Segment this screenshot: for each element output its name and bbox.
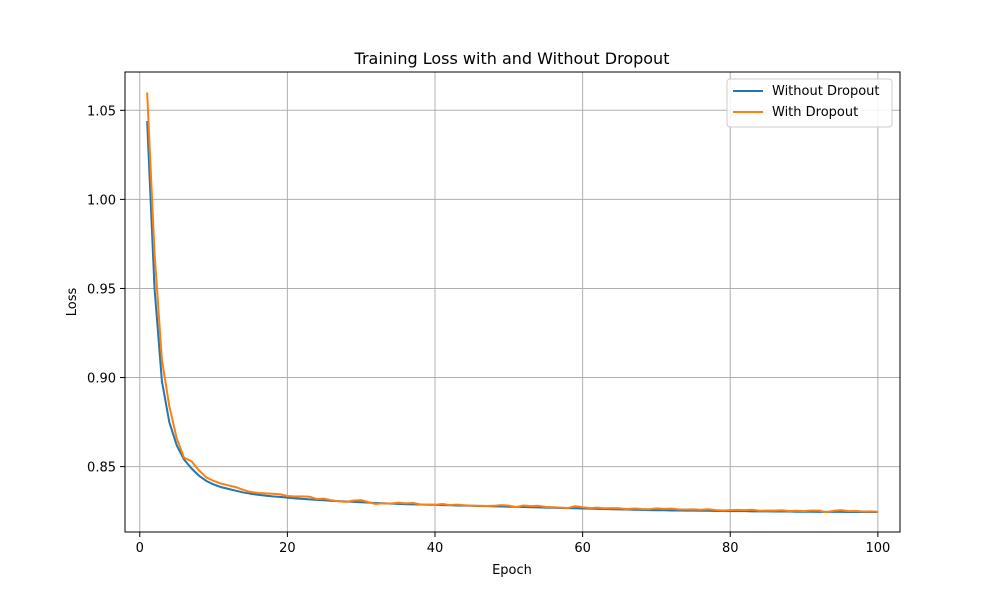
legend-label-with-dropout: With Dropout [772, 105, 858, 120]
series-lines [146, 92, 878, 514]
y-tick-label: 0.95 [87, 282, 116, 297]
x-tick-label: 100 [865, 541, 890, 556]
x-axis-label: Epoch [492, 563, 532, 578]
x-tick-label: 60 [574, 541, 591, 556]
legend: Without Dropout With Dropout [726, 78, 893, 128]
x-tick-label: 80 [722, 541, 739, 556]
y-axis-label: Loss [65, 288, 80, 317]
y-tick-label: 0.85 [87, 461, 116, 476]
x-tick-label: 20 [279, 541, 296, 556]
y-tick-label: 1.00 [87, 193, 116, 208]
x-tick-label: 40 [427, 541, 444, 556]
plot-frame [124, 71, 901, 533]
chart-title: Training Loss with and Without Dropout [354, 49, 670, 68]
legend-label-without-dropout: Without Dropout [772, 84, 880, 99]
axis-ticks: 0 20 40 60 80 100 0.85 0.90 0.95 1.00 1.05 [87, 104, 890, 556]
legend-box [726, 78, 893, 128]
y-tick-label: 0.90 [87, 372, 116, 387]
series-line-with-dropout [146, 92, 878, 514]
y-tick-label: 1.05 [87, 104, 116, 119]
x-tick-label: 0 [136, 541, 144, 556]
